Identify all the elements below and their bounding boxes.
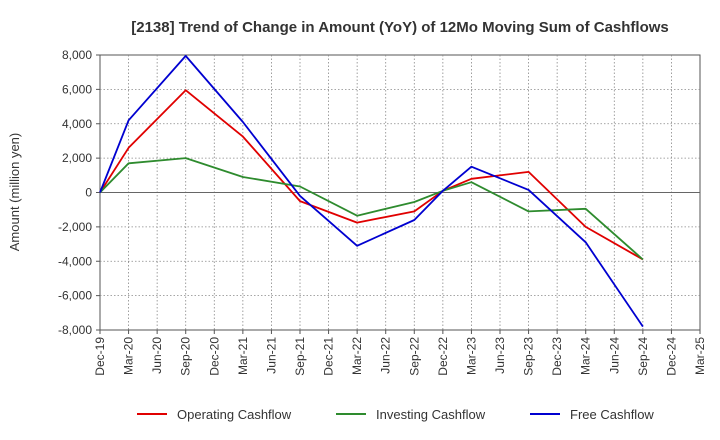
y-axis-label: Amount (million yen) [7,133,22,252]
y-tick-label: 6,000 [62,82,92,96]
legend-label-operating-cashflow: Operating Cashflow [177,407,292,422]
y-tick-label: 2,000 [62,151,92,165]
x-tick-label: Jun-20 [150,337,164,374]
x-tick-label: Mar-23 [464,337,478,375]
y-tick-label: -8,000 [58,323,92,337]
x-tick-label: Mar-20 [122,337,136,375]
x-tick-label: Sep-21 [293,337,307,376]
legend-label-free-cashflow: Free Cashflow [570,407,654,422]
legend: Operating Cashflow Investing Cashflow Free… [137,407,654,422]
x-tick-label: Jun-21 [264,337,278,374]
x-tick-label: Jun-23 [493,337,507,374]
x-tick-label: Sep-20 [179,337,193,376]
y-tick-label: 4,000 [62,117,92,131]
x-tick-label: Mar-22 [350,337,364,375]
x-axis-ticks: Dec-19 Mar-20 Jun-20 Sep-20 Dec-20 Mar-21 Jun-… [93,330,707,376]
y-tick-label: -2,000 [58,220,92,234]
x-tick-label: Dec-24 [664,337,678,376]
x-tick-label: Sep-22 [407,337,421,376]
x-tick-label: Mar-25 [693,337,707,375]
x-tick-label: Dec-19 [93,337,107,376]
x-tick-label: Jun-24 [607,337,621,374]
x-tick-label: Sep-24 [636,337,650,376]
x-tick-label: Sep-23 [522,337,536,376]
x-tick-label: Dec-20 [207,337,221,376]
x-tick-label: Dec-21 [322,337,336,376]
series-lines [99,55,644,328]
x-tick-label: Mar-21 [236,337,250,375]
x-tick-label: Jun-22 [379,337,393,374]
x-tick-label: Mar-24 [579,337,593,375]
y-tick-label: 8,000 [62,48,92,62]
y-axis-ticks: 8,000 6,000 4,000 2,000 0 -2,000 -4,000 -6,000 -… [58,48,100,337]
y-tick-label: 0 [85,186,92,200]
chart-title: [2138] Trend of Change in Amount (YoY) o… [131,19,669,36]
x-tick-label: Dec-22 [436,337,450,376]
series-line-investing-cashflow [99,157,644,261]
y-tick-label: -4,000 [58,254,92,268]
y-tick-label: -6,000 [58,289,92,303]
series-line-free-cashflow [99,55,644,328]
legend-label-investing-cashflow: Investing Cashflow [376,407,486,422]
x-tick-label: Dec-23 [550,337,564,376]
series-line-operating-cashflow [99,89,644,261]
